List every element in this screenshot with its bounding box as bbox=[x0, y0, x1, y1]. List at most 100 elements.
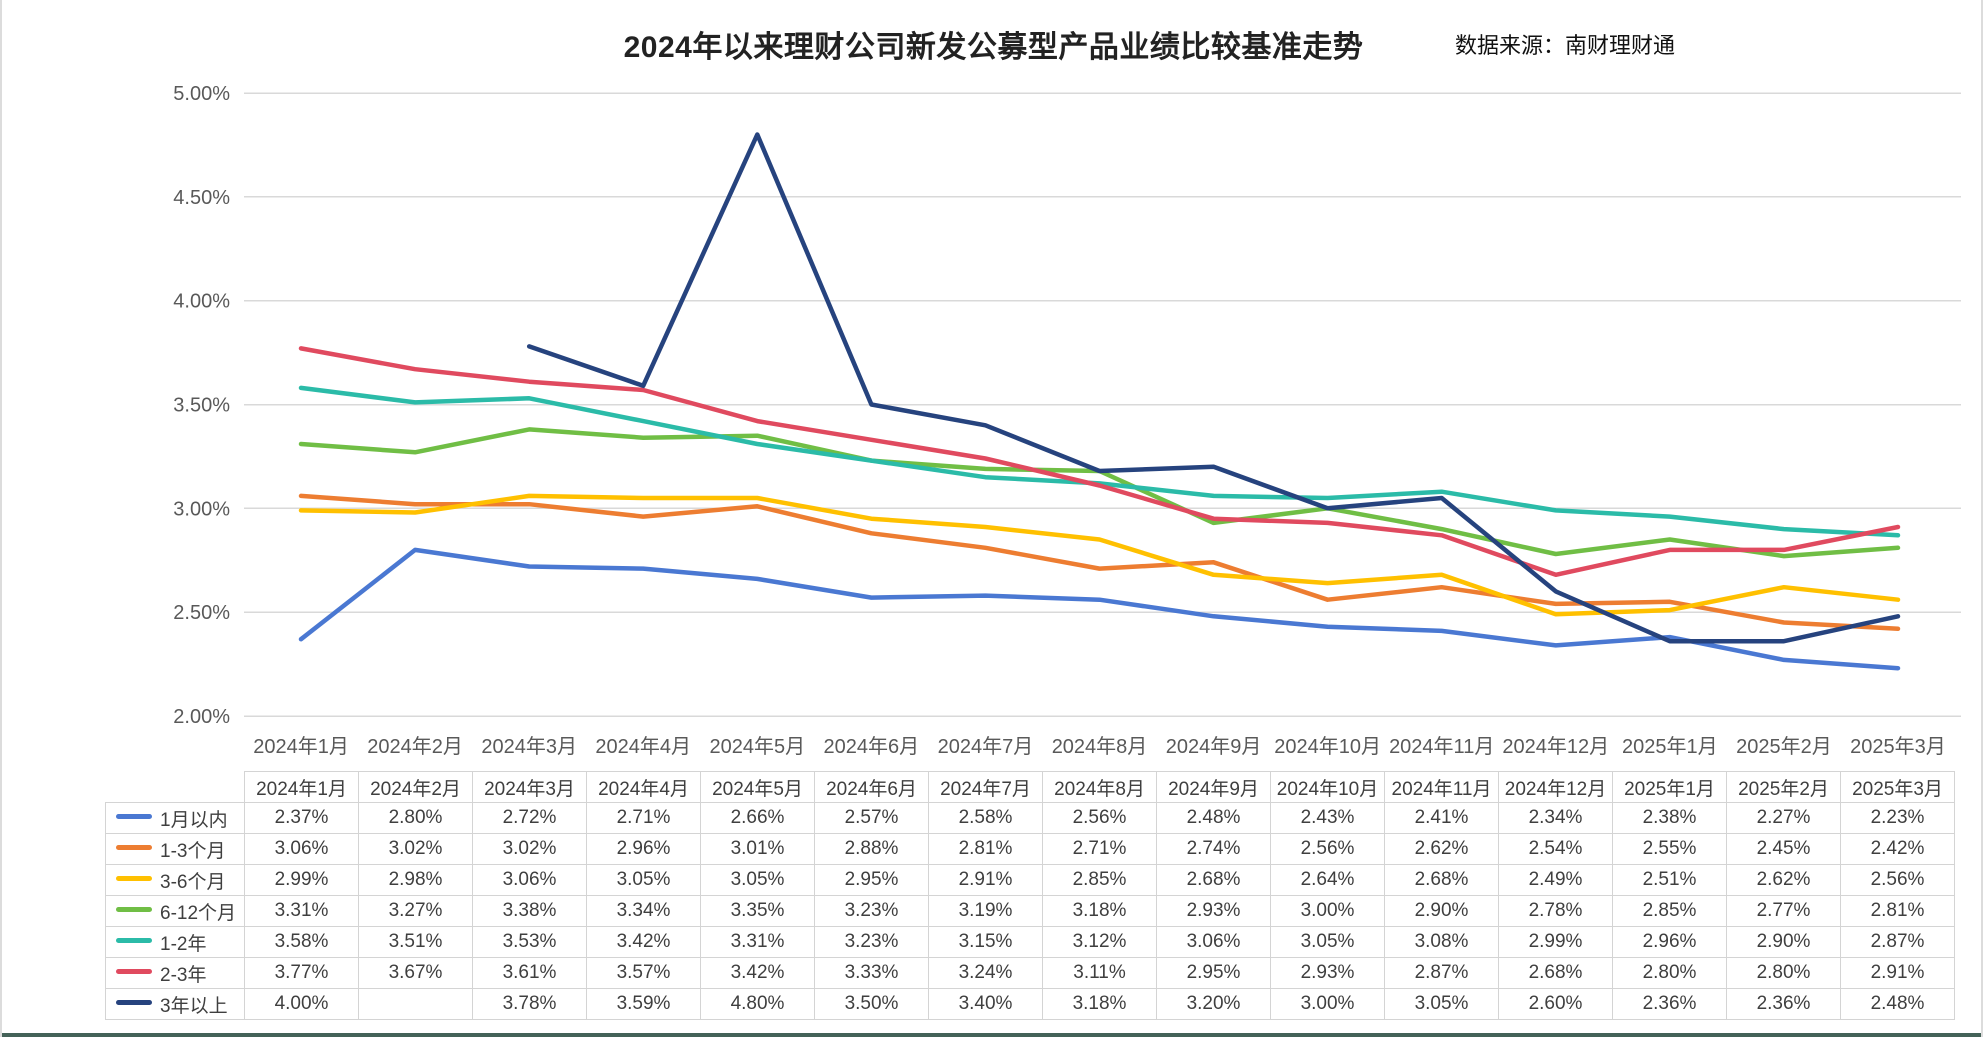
table-value-cell: 2.80% bbox=[1612, 957, 1727, 989]
table-value-cell: 2.99% bbox=[244, 864, 359, 896]
table-header-cell: 2024年6月 bbox=[814, 771, 929, 803]
table-value-cell: 3.15% bbox=[928, 926, 1043, 958]
series-line-6 bbox=[298, 346, 1901, 578]
table-value-cell: 3.00% bbox=[1270, 895, 1385, 927]
table-value-cell: 3.19% bbox=[928, 895, 1043, 927]
table-value-cell: 3.31% bbox=[700, 926, 815, 958]
table-value-cell: 2.48% bbox=[1840, 988, 1955, 1020]
chart-header: 2024年以来理财公司新发公募型产品业绩比较基准走势 数据来源：南财理财通 bbox=[2, 0, 1981, 64]
legend-label: 3年以上 bbox=[160, 995, 228, 1017]
table-value-cell: 2.95% bbox=[1156, 957, 1271, 989]
table-header-cell: 2024年3月 bbox=[472, 771, 587, 803]
table-value-cell: 2.56% bbox=[1840, 864, 1955, 896]
series-line-4 bbox=[298, 427, 1901, 559]
table-value-cell: 3.05% bbox=[700, 864, 815, 896]
table-value-cell: 2.64% bbox=[1270, 864, 1385, 896]
table-row: 6-12个月 3.31% 3.27% 3.38% 3.34% 3.35% 3.23% 3.19… bbox=[105, 895, 1955, 927]
table-value-cell: 3.02% bbox=[472, 833, 587, 865]
table-value-cell: 3.67% bbox=[358, 957, 473, 989]
legend-line-swatch bbox=[116, 906, 152, 912]
x-axis-tick-label: 2024年12月 bbox=[1502, 735, 1609, 758]
table-value-cell: 2.57% bbox=[814, 802, 929, 834]
table-header-cell: 2024年9月 bbox=[1156, 771, 1271, 803]
table-row: 2-3年 3.77% 3.67% 3.61% 3.57% 3.42% 3.33% 3.24% 3… bbox=[105, 957, 1955, 989]
table-value-cell: 3.78% bbox=[472, 988, 587, 1020]
table-value-cell: 3.00% bbox=[1270, 988, 1385, 1020]
table-value-cell: 2.87% bbox=[1384, 957, 1499, 989]
data-source-label: 数据来源：南财理财通 bbox=[1455, 33, 1676, 58]
table-value-cell: 2.60% bbox=[1498, 988, 1613, 1020]
table-value-cell: 2.54% bbox=[1498, 833, 1613, 865]
table-value-cell: 3.01% bbox=[700, 833, 815, 865]
table-value-cell: 2.81% bbox=[928, 833, 1043, 865]
legend-line-swatch bbox=[116, 937, 152, 943]
legend-cell: 3-6个月 bbox=[105, 864, 245, 896]
table-value-cell: 2.72% bbox=[472, 802, 587, 834]
y-axis-tick-label: 3.50% bbox=[173, 395, 230, 417]
table-value-cell: 2.96% bbox=[586, 833, 701, 865]
y-axis-tick-label: 5.00% bbox=[173, 83, 230, 105]
x-axis-tick-label: 2024年2月 bbox=[367, 735, 463, 758]
table-value-cell: 2.51% bbox=[1612, 864, 1727, 896]
table-value-cell: 2.48% bbox=[1156, 802, 1271, 834]
table-value-cell: 2.91% bbox=[1840, 957, 1955, 989]
table-value-cell: 2.90% bbox=[1726, 926, 1841, 958]
table-value-cell: 3.06% bbox=[1156, 926, 1271, 958]
table-value-cell: 2.85% bbox=[1612, 895, 1727, 927]
table-header-cell: 2024年12月 bbox=[1498, 771, 1613, 803]
table-row: 3年以上 4.00% 3.78% 3.59% 4.80% 3.50% 3.40% 3.18% 3… bbox=[105, 988, 1955, 1020]
table-value-cell: 2.98% bbox=[358, 864, 473, 896]
legend-label: 1-2年 bbox=[160, 933, 207, 955]
table-value-cell: 2.71% bbox=[1042, 833, 1157, 865]
x-axis-tick-label: 2025年3月 bbox=[1850, 735, 1946, 758]
legend-line-swatch bbox=[116, 999, 152, 1005]
legend-line-swatch bbox=[116, 813, 152, 819]
table-value-cell: 3.33% bbox=[814, 957, 929, 989]
legend-label: 3-6个月 bbox=[160, 871, 226, 893]
legend-line-swatch bbox=[116, 968, 152, 974]
table-row: 1-3个月 3.06% 3.02% 3.02% 2.96% 3.01% 2.88% 2.81%… bbox=[105, 833, 1955, 865]
x-axis-tick-label: 2024年11月 bbox=[1389, 735, 1494, 758]
table-value-cell: 2.23% bbox=[1840, 802, 1955, 834]
table-value-cell: 3.31% bbox=[244, 895, 359, 927]
table-value-cell: 3.11% bbox=[1042, 957, 1157, 989]
table-value-cell: 3.24% bbox=[928, 957, 1043, 989]
table-value-cell: 2.62% bbox=[1726, 864, 1841, 896]
legend-label: 2-3年 bbox=[160, 964, 207, 986]
table-row: 1-2年 3.58% 3.51% 3.53% 3.42% 3.31% 3.23% 3.15% 3… bbox=[105, 926, 1955, 958]
legend-cell: 1-3个月 bbox=[105, 833, 245, 865]
table-value-cell: 2.66% bbox=[700, 802, 815, 834]
table-header-cell: 2024年4月 bbox=[586, 771, 701, 803]
table-value-cell: 3.50% bbox=[814, 988, 929, 1020]
x-axis-tick-label: 2025年2月 bbox=[1736, 735, 1832, 758]
table-value-cell: 2.45% bbox=[1726, 833, 1841, 865]
table-value-cell: 2.36% bbox=[1726, 988, 1841, 1020]
table-row: 1月以内 2.37% 2.80% 2.72% 2.71% 2.66% 2.57% 2.58% 2… bbox=[105, 802, 1955, 834]
table-corner-cell bbox=[106, 772, 245, 803]
table-value-cell: 2.62% bbox=[1384, 833, 1499, 865]
legend-label: 6-12个月 bbox=[160, 902, 237, 924]
table-value-cell: 2.49% bbox=[1498, 864, 1613, 896]
table-header-cell: 2025年1月 bbox=[1612, 771, 1727, 803]
table-value-cell: 2.77% bbox=[1726, 895, 1841, 927]
table-value-cell: 2.43% bbox=[1270, 802, 1385, 834]
table-value-cell: 2.81% bbox=[1840, 895, 1955, 927]
series-line-5 bbox=[298, 385, 1901, 538]
table-value-cell: 3.59% bbox=[586, 988, 701, 1020]
y-axis-tick-label: 2.00% bbox=[173, 706, 230, 728]
table-header-cell: 2024年8月 bbox=[1042, 771, 1157, 803]
table-header-cell: 2024年5月 bbox=[700, 771, 815, 803]
table-header-cell: 2024年10月 bbox=[1270, 771, 1385, 803]
table-header-cell: 2025年3月 bbox=[1840, 771, 1955, 803]
x-axis-tick-label: 2024年8月 bbox=[1052, 735, 1148, 758]
chart-data-table: 2024年1月 2024年2月 2024年3月 2024年4月 2024年5月 2024年… bbox=[105, 771, 1955, 1020]
table-value-cell: 3.58% bbox=[244, 926, 359, 958]
series-line-2 bbox=[298, 493, 1901, 632]
legend-cell: 2-3年 bbox=[105, 957, 245, 989]
table-header-cell: 2025年2月 bbox=[1726, 771, 1841, 803]
table-value-cell: 3.05% bbox=[586, 864, 701, 896]
table-value-cell: 2.71% bbox=[586, 802, 701, 834]
table-value-cell: 2.96% bbox=[1612, 926, 1727, 958]
table-value-cell: 3.23% bbox=[814, 895, 929, 927]
